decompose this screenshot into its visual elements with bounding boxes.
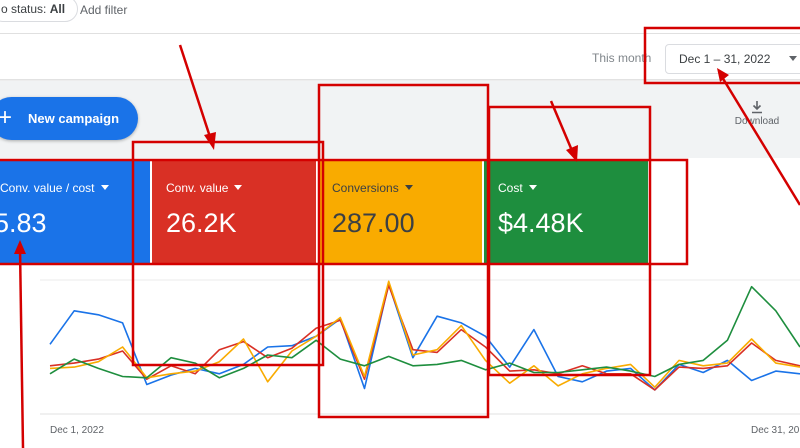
status-filter-chip[interactable]: o status: All xyxy=(0,0,79,22)
scorecard-conv-value[interactable]: Conv. value 26.2K xyxy=(152,160,316,264)
scorecard-value: 5.83 xyxy=(0,208,47,238)
chevron-down-icon xyxy=(789,56,797,61)
date-range-picker[interactable]: Dec 1 – 31, 2022 xyxy=(665,44,800,74)
dropdown-caret-icon xyxy=(234,185,243,190)
download-label: Download xyxy=(734,116,780,127)
new-campaign-label: New campaign xyxy=(28,111,120,126)
scorecard-value: 26.2K xyxy=(166,208,237,238)
filter-bar: o status: All Add filter xyxy=(0,0,800,34)
scorecard-label-text: Conv. value / cost xyxy=(0,181,95,195)
new-campaign-button[interactable]: + New campaign xyxy=(0,97,138,140)
divider xyxy=(0,79,800,81)
series-line-3 xyxy=(49,285,800,379)
status-filter-prefix: o status: xyxy=(1,2,50,16)
dropdown-caret-icon xyxy=(528,185,537,190)
date-range-value: Dec 1 – 31, 2022 xyxy=(679,52,771,66)
series-layer xyxy=(49,280,800,391)
scorecard-label-text: Cost xyxy=(498,181,523,195)
download-button[interactable]: Download xyxy=(726,100,788,127)
scorecard-value: 287.00 xyxy=(332,208,415,238)
scorecard-label[interactable]: Cost xyxy=(498,181,537,195)
series-line-0 xyxy=(49,283,800,391)
dropdown-caret-icon xyxy=(404,185,413,190)
scorecard-label-text: Conv. value xyxy=(166,181,229,195)
x-axis-start-label: Dec 1, 2022 xyxy=(50,425,104,436)
dropdown-caret-icon xyxy=(100,185,109,190)
performance-line-chart xyxy=(40,279,800,415)
scorecard-cost[interactable]: Cost $4.48K xyxy=(484,160,648,264)
scorecard-label-text: Conversions xyxy=(332,181,399,195)
download-icon xyxy=(752,101,762,114)
add-filter-button[interactable]: Add filter xyxy=(80,3,128,17)
status-filter-value: All xyxy=(49,2,66,16)
period-label: This month xyxy=(592,51,652,65)
scorecard-label[interactable]: Conv. value / cost xyxy=(0,181,109,195)
scorecard-label[interactable]: Conv. value xyxy=(166,181,243,195)
scorecard-conv-value-cost[interactable]: Conv. value / cost 5.83 xyxy=(0,160,150,264)
plus-icon: + xyxy=(0,104,13,131)
scorecard-conversions[interactable]: Conversions 287.00 xyxy=(318,160,482,264)
scorecard-label[interactable]: Conversions xyxy=(332,181,413,195)
scorecard-value: $4.48K xyxy=(498,208,584,238)
x-axis-end-label: Dec 31, 20 xyxy=(751,425,800,436)
